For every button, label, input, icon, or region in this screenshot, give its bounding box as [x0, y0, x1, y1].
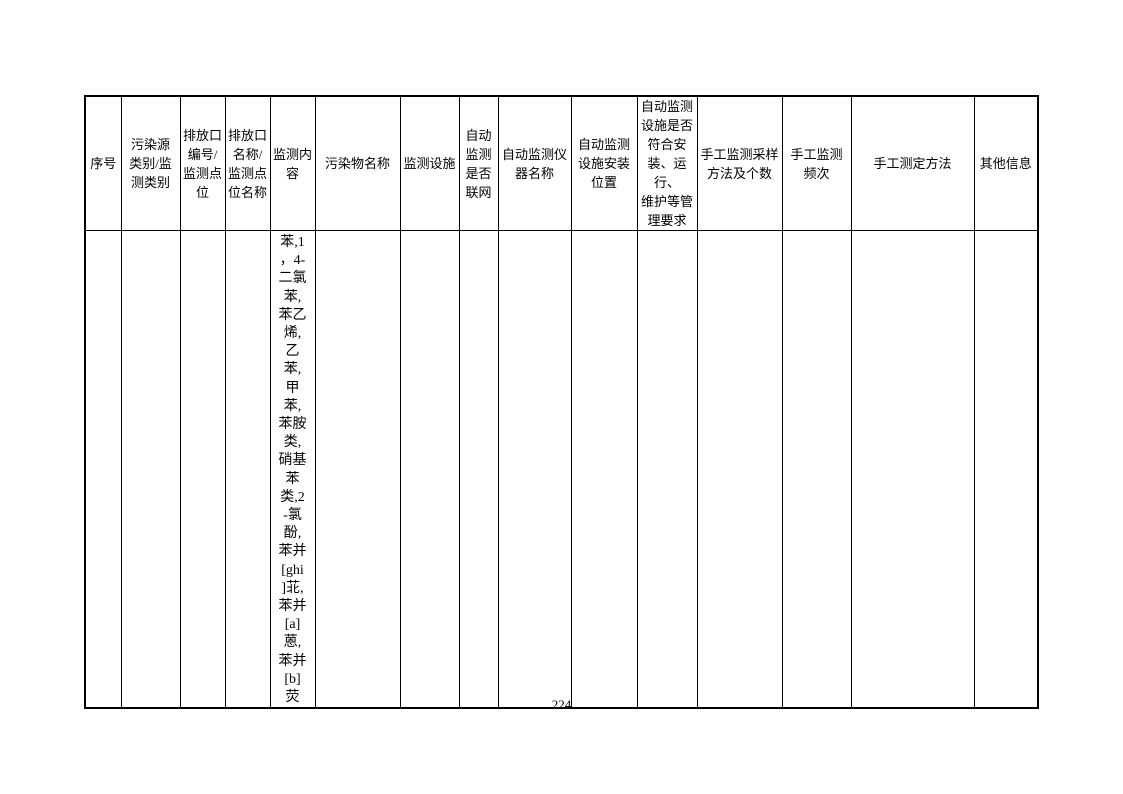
col-header-monitoring-content: 监测内 容: [269, 95, 316, 231]
col-header-manual-sampling-method: 手工监测采样 方法及个数: [696, 95, 783, 231]
cell-manual-sampling-method: [696, 230, 783, 709]
col-header-auto-monitoring-instrument: 自动监测仪 器名称: [497, 95, 572, 231]
monitoring-info-table: 序号 污染源 类别/监 测类别 排放口 编号/ 监测点 位 排放口 名称/ 监测…: [84, 95, 1039, 710]
cell-manual-monitoring-frequency: [781, 230, 852, 709]
col-header-monitoring-facility: 监测设施: [399, 95, 460, 231]
table-header-row: 序号 污染源 类别/监 测类别 排放口 编号/ 监测点 位 排放口 名称/ 监测…: [84, 95, 1039, 231]
col-header-auto-monitoring-networked: 自动 监测 是否 联网: [458, 95, 499, 231]
col-header-serial-number: 序号: [84, 95, 122, 231]
col-header-pollution-source-category: 污染源 类别/监 测类别: [120, 95, 181, 231]
table-data-row: 苯,1 ，4- 二氯 苯, 苯乙 烯, 乙 苯, 甲 苯, 苯胺 类, 硝基 苯…: [84, 230, 1039, 709]
col-header-auto-monitoring-install-location: 自动监测 设施安装 位置: [570, 95, 638, 231]
cell-monitoring-facility: [399, 230, 460, 709]
cell-pollution-source-category: [120, 230, 181, 709]
page-number: 224: [551, 697, 572, 712]
cell-auto-monitoring-instrument: [497, 230, 572, 709]
col-header-auto-monitoring-compliance: 自动监测 设施是否 符合安 装、运行、 维护等管 理要求: [636, 95, 698, 231]
cell-outlet-number: [179, 230, 226, 709]
col-header-other-info: 其他信息: [973, 95, 1039, 231]
col-header-pollutant-name: 污染物名称: [314, 95, 401, 231]
cell-outlet-name: [224, 230, 271, 709]
cell-pollutant-name: [314, 230, 401, 709]
col-header-outlet-name: 排放口 名称/ 监测点 位名称: [224, 95, 271, 231]
col-header-manual-monitoring-frequency: 手工监测 频次: [781, 95, 852, 231]
cell-other-info: [973, 230, 1039, 709]
cell-serial-number: [84, 230, 122, 709]
cell-auto-monitoring-install-location: [570, 230, 638, 709]
col-header-manual-determination-method: 手工测定方法: [850, 95, 975, 231]
cell-monitoring-content: 苯,1 ，4- 二氯 苯, 苯乙 烯, 乙 苯, 甲 苯, 苯胺 类, 硝基 苯…: [269, 230, 316, 709]
cell-manual-determination-method: [850, 230, 975, 709]
cell-auto-monitoring-networked: [458, 230, 499, 709]
cell-auto-monitoring-compliance: [636, 230, 698, 709]
col-header-outlet-number: 排放口 编号/ 监测点 位: [179, 95, 226, 231]
